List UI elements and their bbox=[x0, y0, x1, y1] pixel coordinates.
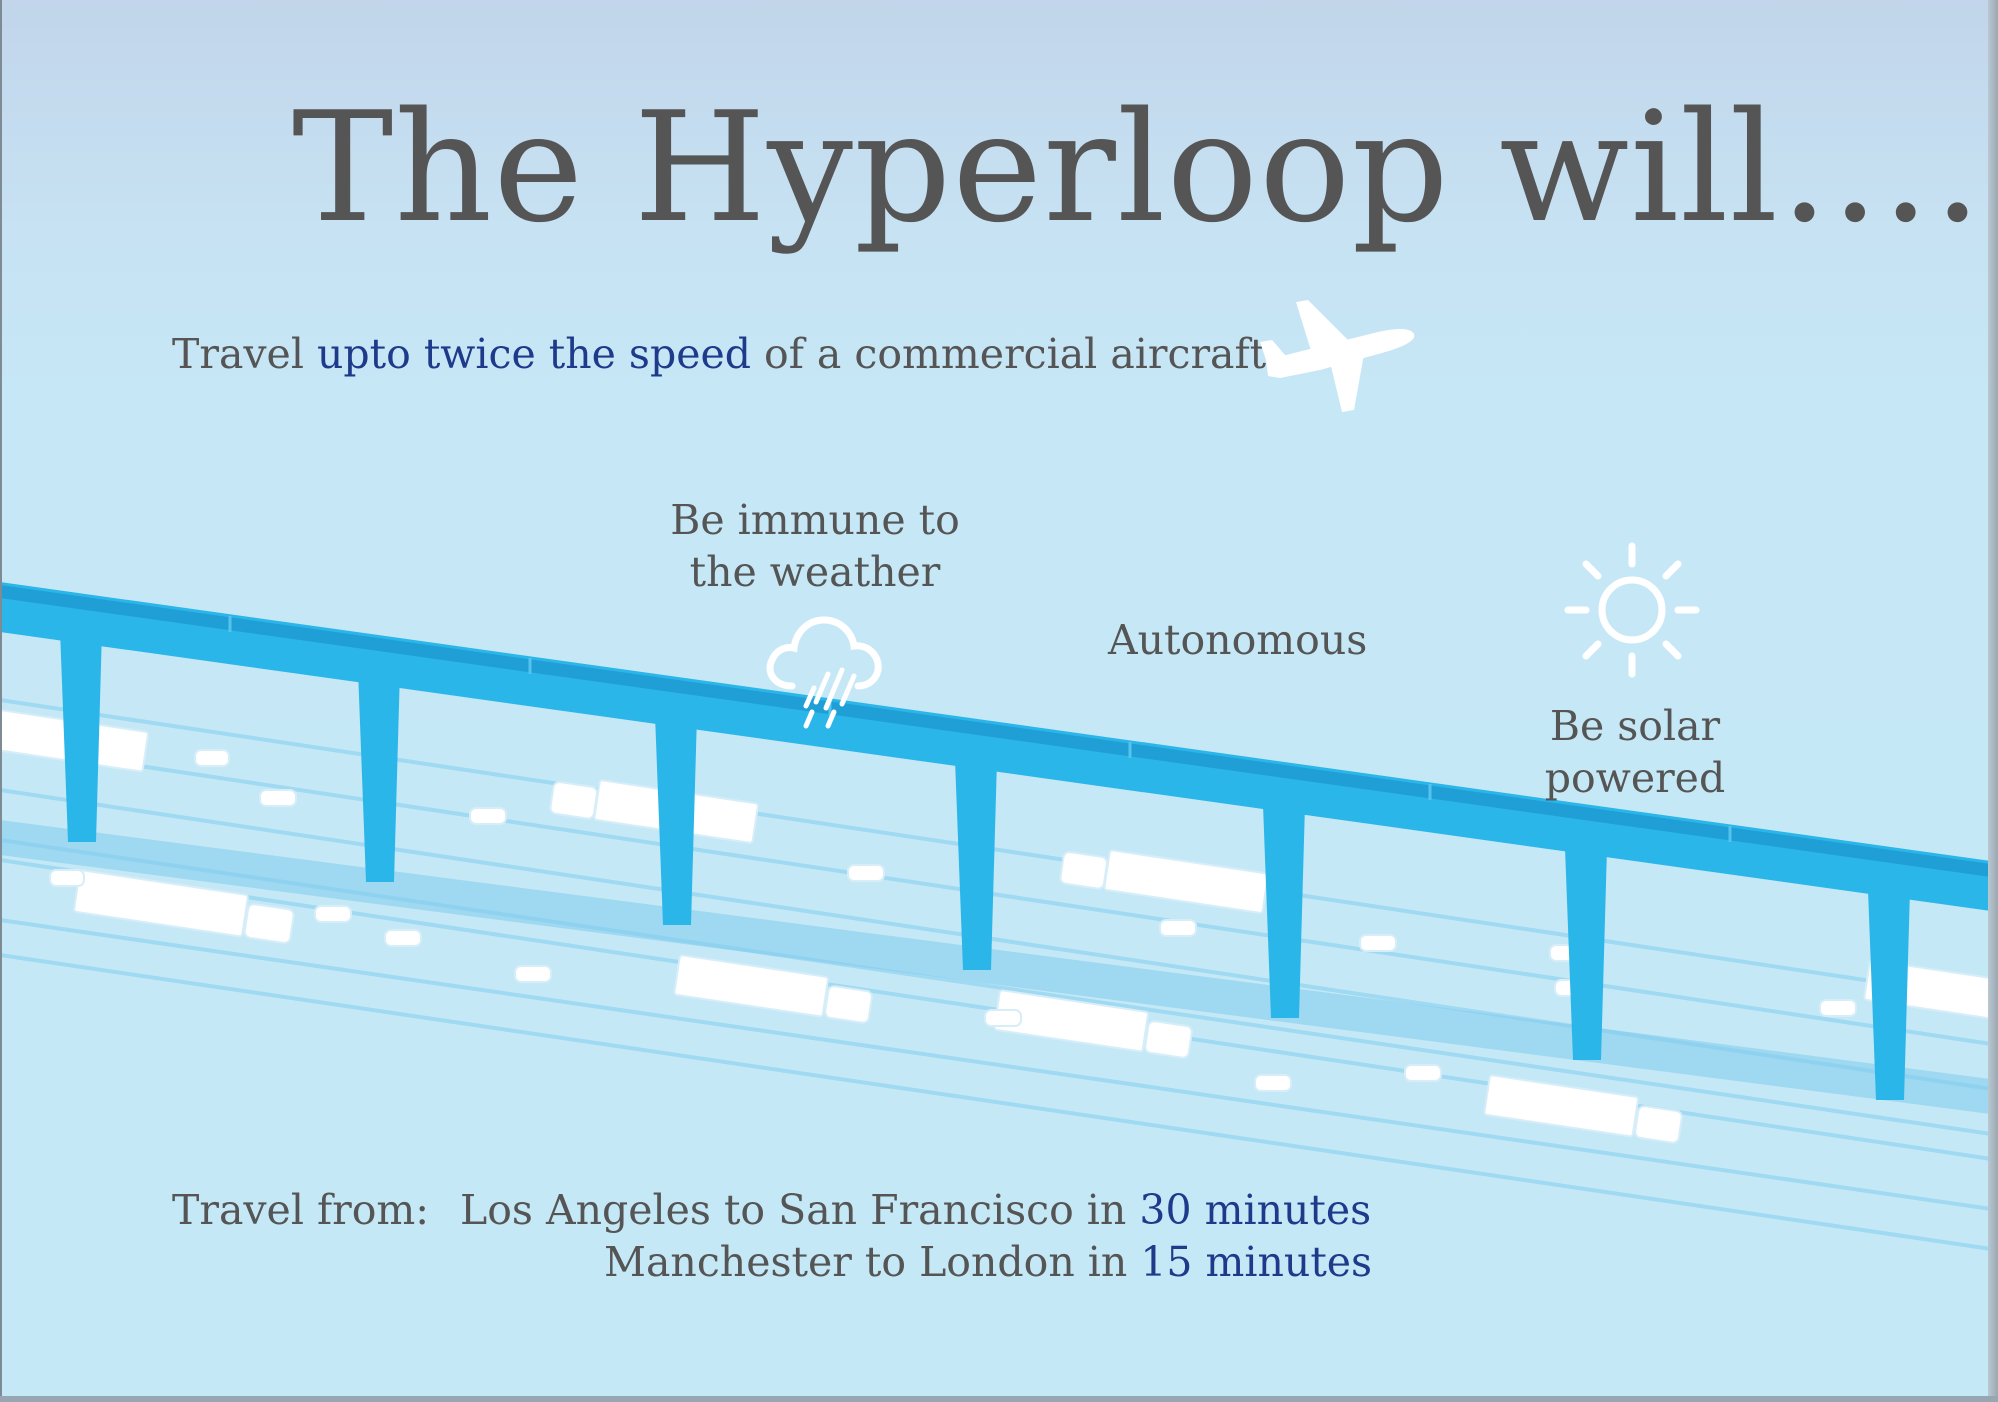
travel-label: Travel from: bbox=[172, 1186, 430, 1234]
sun-icon bbox=[1564, 542, 1700, 678]
solar-line-1: Be solar bbox=[1549, 702, 1721, 750]
frame-edge-left bbox=[0, 0, 2, 1402]
solar-panels bbox=[0, 585, 1998, 878]
pillars bbox=[60, 630, 1910, 1100]
speed-statement: Travel upto twice the speed of a commerc… bbox=[172, 328, 1266, 380]
route-1-text: Los Angeles to San Francisco in bbox=[460, 1186, 1140, 1234]
airplane-icon bbox=[1260, 300, 1415, 412]
speed-highlight: upto twice the speed bbox=[316, 330, 751, 378]
weather-line-1: Be immune to bbox=[670, 496, 960, 544]
autonomous-statement: Autonomous bbox=[1108, 616, 1368, 664]
solar-statement: Be solar powered bbox=[1510, 700, 1760, 804]
solar-line-2: powered bbox=[1544, 754, 1726, 802]
route-2-time: 15 minutes bbox=[1140, 1238, 1373, 1286]
frame-edge-bottom bbox=[0, 1396, 1998, 1402]
travel-route-la-sf: Los Angeles to San Francisco in 30 minut… bbox=[460, 1184, 1371, 1236]
weather-statement: Be immune to the weather bbox=[660, 494, 970, 598]
travel-route-man-lon: Manchester to London in 15 minutes bbox=[604, 1236, 1372, 1288]
weather-line-2: the weather bbox=[689, 548, 941, 596]
rain-cloud-icon bbox=[766, 616, 882, 729]
speed-text-before: Travel bbox=[172, 330, 317, 378]
route-1-time: 30 minutes bbox=[1139, 1186, 1372, 1234]
speed-text-after: of a commercial aircraft bbox=[751, 330, 1267, 378]
route-2-text: Manchester to London in bbox=[604, 1238, 1141, 1286]
page-title: The Hyperloop will…… bbox=[292, 79, 1998, 256]
tube-shadow bbox=[0, 820, 1998, 1115]
frame-edge-right bbox=[1988, 0, 1998, 1402]
